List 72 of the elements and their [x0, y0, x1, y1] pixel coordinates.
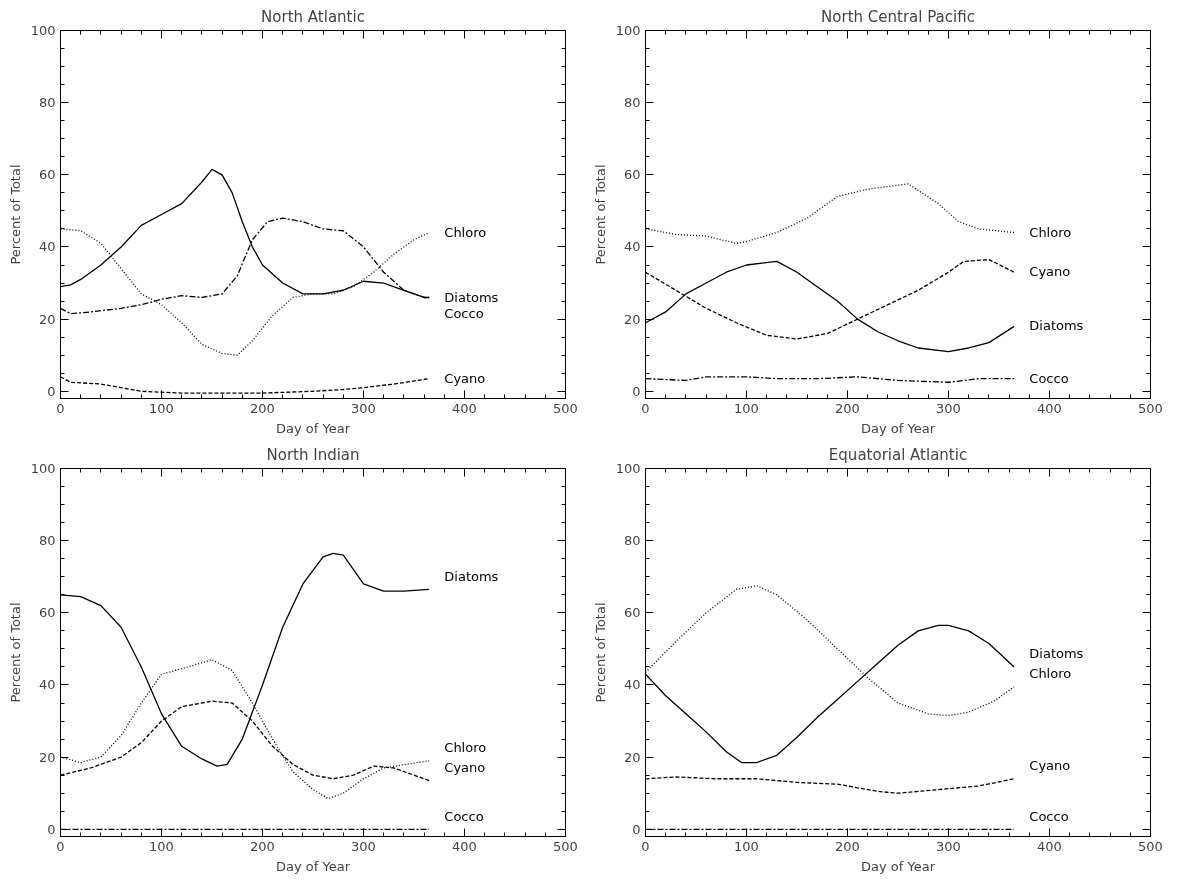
y-tick-label: 40	[623, 239, 641, 255]
y-tick-label: 0	[632, 383, 641, 399]
x-tick-label: 500	[1138, 400, 1163, 416]
y-tick-label: 60	[623, 167, 641, 183]
x-axis-title: Day of Year	[276, 420, 351, 436]
chart-title: North Indian	[266, 445, 360, 464]
y-tick-label: 60	[623, 605, 641, 621]
y-tick-label: 80	[38, 533, 56, 549]
y-axis-title: Percent of Total	[592, 164, 608, 265]
x-tick-label: 300	[936, 838, 961, 854]
series-label: Diatoms	[1029, 318, 1084, 334]
chart-title: Equatorial Atlantic	[828, 445, 968, 464]
y-tick-label: 40	[38, 677, 56, 693]
x-tick-label: 100	[734, 838, 759, 854]
x-tick-label: 300	[351, 400, 376, 416]
series-label: Diatoms	[444, 289, 499, 305]
x-axis-title: Day of Year	[861, 858, 936, 874]
y-tick-label: 100	[615, 23, 641, 38]
series-label: Cyano	[444, 370, 486, 386]
series-label: Chloro	[444, 740, 487, 756]
x-tick-label: 200	[250, 400, 275, 416]
x-axis-title: Day of Year	[861, 420, 936, 436]
x-tick-label: 500	[553, 838, 578, 854]
x-tick-label: 400	[452, 400, 477, 416]
x-tick-label: 300	[936, 400, 961, 416]
x-tick-label: 300	[351, 838, 376, 854]
series-label: Chloro	[1029, 666, 1072, 682]
series-label: Cyano	[1029, 264, 1071, 280]
y-tick-label: 40	[38, 239, 56, 255]
y-tick-label: 80	[38, 95, 56, 111]
y-tick-label: 60	[38, 605, 56, 621]
y-axis-title: Percent of Total	[592, 602, 608, 703]
y-tick-label: 60	[38, 167, 56, 183]
x-tick-label: 100	[734, 400, 759, 416]
series-label: Chloro	[444, 224, 487, 240]
x-tick-label: 400	[1037, 838, 1062, 854]
series-label: Cyano	[1029, 758, 1071, 774]
x-tick-label: 400	[452, 838, 477, 854]
series-label: Cocco	[1029, 370, 1069, 386]
series-label: Cocco	[444, 306, 484, 322]
y-tick-label: 20	[38, 311, 56, 327]
series-label: Cocco	[1029, 808, 1069, 824]
y-tick-label: 20	[623, 311, 641, 327]
y-tick-label: 0	[47, 383, 56, 399]
y-tick-label: 20	[38, 749, 56, 765]
series-label: Chloro	[1029, 224, 1072, 240]
x-tick-label: 100	[149, 400, 174, 416]
x-tick-label: 400	[1037, 400, 1062, 416]
y-tick-label: 100	[615, 461, 641, 476]
y-axis-title: Percent of Total	[7, 602, 23, 703]
y-tick-label: 80	[623, 95, 641, 111]
x-tick-label: 200	[250, 838, 275, 854]
y-tick-label: 100	[30, 461, 56, 476]
y-tick-label: 0	[632, 821, 641, 837]
x-tick-label: 200	[835, 838, 860, 854]
series-label: Diatoms	[444, 568, 499, 584]
y-tick-label: 100	[30, 23, 56, 38]
series-label: Cocco	[444, 808, 484, 824]
chart-title: North Central Pacific	[821, 7, 975, 26]
x-tick-label: 500	[553, 400, 578, 416]
x-tick-label: 200	[835, 400, 860, 416]
y-tick-label: 80	[623, 533, 641, 549]
y-tick-label: 0	[47, 821, 56, 837]
chart-title: North Atlantic	[261, 7, 365, 26]
y-tick-label: 40	[623, 677, 641, 693]
x-axis-title: Day of Year	[276, 858, 351, 874]
x-tick-label: 100	[149, 838, 174, 854]
x-tick-label: 500	[1138, 838, 1163, 854]
y-axis-title: Percent of Total	[7, 164, 23, 265]
y-tick-label: 20	[623, 749, 641, 765]
series-label: Cyano	[444, 760, 486, 776]
series-label: Diatoms	[1029, 646, 1084, 662]
